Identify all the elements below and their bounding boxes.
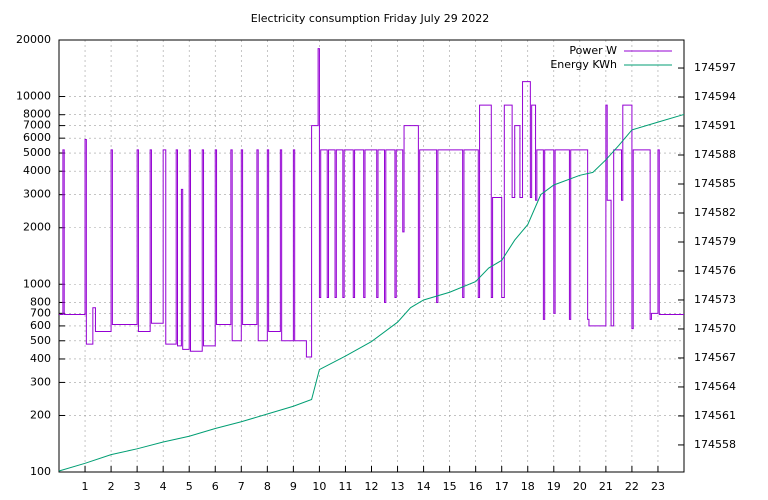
- y-tick-label: 500: [30, 334, 51, 347]
- x-tick-label: 3: [134, 480, 141, 493]
- y-tick-label: 5000: [23, 146, 51, 159]
- y-tick-label: 10000: [16, 90, 51, 103]
- y2-tick-label: 174561: [694, 409, 736, 422]
- x-tick-label: 9: [290, 480, 297, 493]
- y2-tick-label: 174567: [694, 351, 736, 364]
- y-tick-label: 400: [30, 352, 51, 365]
- x-tick-label: 15: [443, 480, 457, 493]
- series-line: [59, 48, 684, 358]
- y-tick-label: 300: [30, 375, 51, 388]
- y2-tick-label: 174582: [694, 206, 736, 219]
- x-tick-label: 19: [547, 480, 561, 493]
- y2-tick-label: 174585: [694, 177, 736, 190]
- x-tick-label: 14: [417, 480, 431, 493]
- x-tick-label: 12: [365, 480, 379, 493]
- legend-label: Power W: [569, 44, 617, 57]
- y2-tick-label: 174558: [694, 438, 736, 451]
- y-tick-label: 8000: [23, 108, 51, 121]
- x-tick-label: 20: [573, 480, 587, 493]
- y-tick-label: 700: [30, 306, 51, 319]
- y-tick-label: 4000: [23, 164, 51, 177]
- y2-tick-label: 174570: [694, 322, 736, 335]
- x-tick-label: 13: [391, 480, 405, 493]
- x-tick-label: 10: [312, 480, 326, 493]
- chart-title: Electricity consumption Friday July 29 2…: [251, 12, 489, 25]
- x-tick-label: 4: [160, 480, 167, 493]
- y-tick-label: 20000: [16, 33, 51, 46]
- x-tick-label: 2: [108, 480, 115, 493]
- x-tick-label: 11: [338, 480, 352, 493]
- y-tick-label: 600: [30, 319, 51, 332]
- y2-tick-label: 174579: [694, 235, 736, 248]
- y2-tick-label: 174588: [694, 148, 736, 161]
- y2-tick-label: 174597: [694, 61, 736, 74]
- x-tick-label: 1: [82, 480, 89, 493]
- x-tick-label: 16: [469, 480, 483, 493]
- y2-tick-label: 174564: [694, 380, 736, 393]
- x-tick-label: 8: [264, 480, 271, 493]
- x-tick-label: 21: [599, 480, 613, 493]
- x-tick-label: 22: [625, 480, 639, 493]
- y-tick-label: 2000: [23, 221, 51, 234]
- legend-label: Energy KWh: [550, 58, 617, 71]
- y-tick-label: 6000: [23, 131, 51, 144]
- y-tick-label: 200: [30, 408, 51, 421]
- y2-tick-label: 174576: [694, 264, 736, 277]
- x-tick-label: 5: [186, 480, 193, 493]
- y-tick-label: 3000: [23, 188, 51, 201]
- plot-frame: [58, 39, 685, 473]
- y-tick-label: 100: [30, 465, 51, 478]
- y2-tick-label: 174573: [694, 293, 736, 306]
- y2-tick-label: 174594: [694, 90, 736, 103]
- x-tick-label: 6: [212, 480, 219, 493]
- x-tick-label: 7: [238, 480, 245, 493]
- y-tick-label: 1000: [23, 277, 51, 290]
- x-tick-label: 18: [521, 480, 535, 493]
- y-tick-label: 800: [30, 295, 51, 308]
- x-tick-label: 23: [651, 480, 665, 493]
- y2-tick-label: 174591: [694, 119, 736, 132]
- x-tick-label: 17: [495, 480, 509, 493]
- y-tick-label: 7000: [23, 119, 51, 132]
- series-line: [58, 113, 685, 472]
